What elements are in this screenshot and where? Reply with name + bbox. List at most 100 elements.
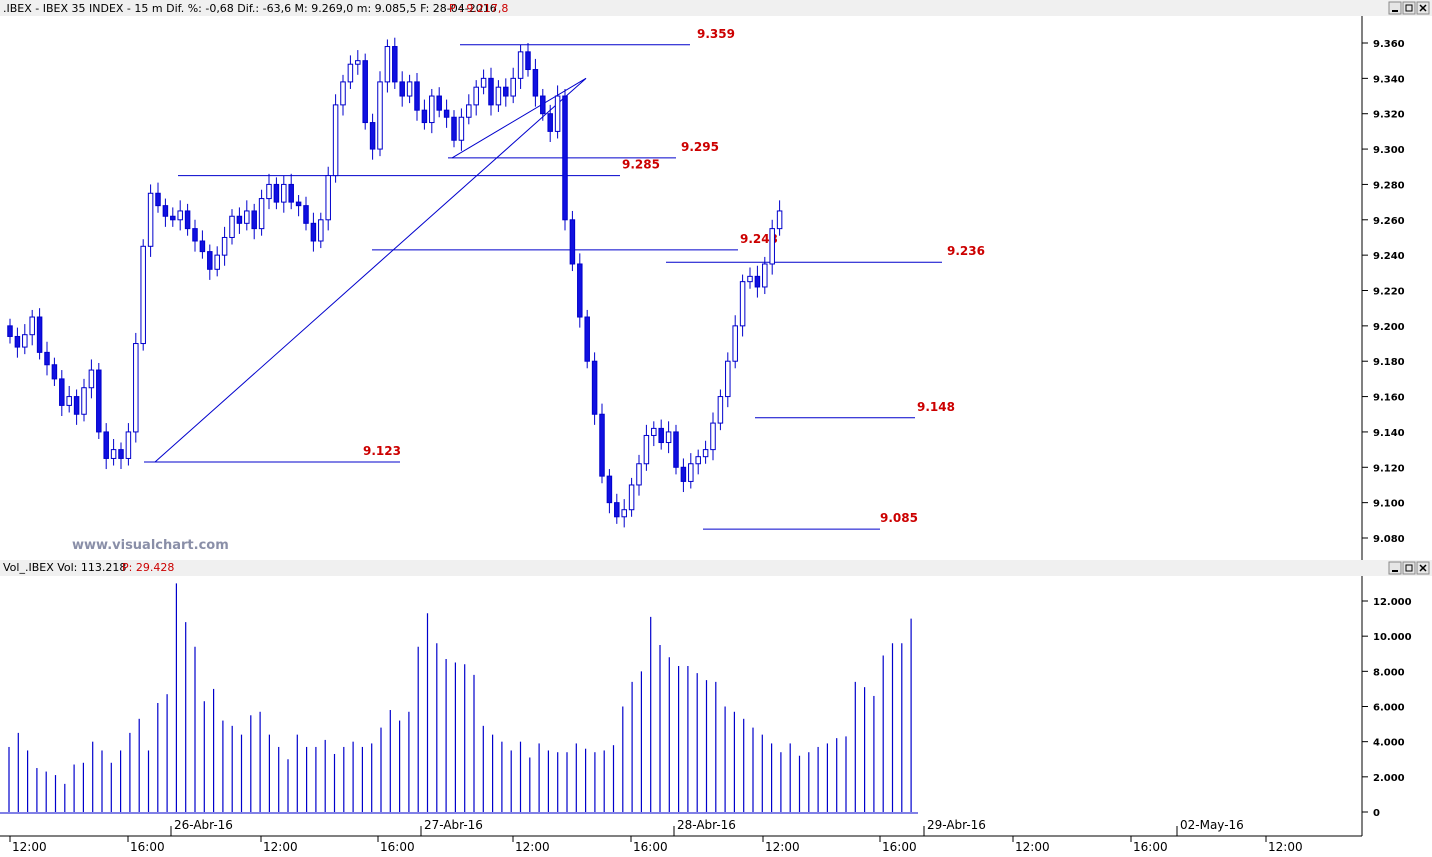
x-tick-label: 26-Abr-16	[174, 818, 233, 832]
candle	[510, 77, 516, 97]
candle	[177, 210, 183, 221]
candle	[355, 60, 361, 65]
candle	[170, 215, 176, 221]
candle	[458, 116, 465, 141]
candle	[332, 104, 339, 177]
candle	[673, 431, 679, 468]
candle	[710, 422, 716, 451]
candle	[199, 240, 206, 253]
candle	[399, 81, 405, 97]
candle	[569, 219, 576, 265]
candle	[436, 95, 442, 111]
y-tick-label: 9.220	[1373, 287, 1405, 298]
candle	[480, 77, 487, 88]
candle	[81, 387, 87, 415]
candle	[776, 210, 783, 230]
candle	[688, 463, 694, 482]
candle	[266, 183, 272, 200]
x-axis-labels: 12:00 26-Abr-16 16:00 12:00 16:00 27-Abr-16 12…	[9, 818, 1303, 854]
candle	[614, 502, 620, 518]
y-tick-label: 9.080	[1373, 534, 1405, 545]
candle	[59, 378, 65, 406]
x-tick-label: 12:00	[263, 840, 298, 854]
candle	[318, 219, 324, 242]
price-header-text: .IBEX - IBEX 35 INDEX - 15 m Dif. %: -0,…	[3, 2, 497, 15]
candle	[577, 263, 583, 318]
x-tick-label: 27-Abr-16	[424, 818, 483, 832]
candle	[147, 192, 154, 247]
candle	[451, 116, 457, 141]
x-tick-label: 12:00	[1015, 840, 1050, 854]
price-header-bar	[0, 0, 1432, 16]
y-tick-label: 8.000	[1373, 667, 1405, 678]
candle	[258, 198, 265, 230]
candles	[7, 37, 783, 528]
candle	[392, 46, 398, 83]
level-label: 9.148	[917, 400, 955, 414]
candle	[658, 427, 664, 444]
candle	[273, 183, 280, 203]
level-label: 9.123	[363, 444, 401, 458]
volume-bars	[0, 583, 918, 814]
y-tick-label: 6.000	[1373, 703, 1405, 714]
price-y-ticks: 9.080 9.100 9.120 9.140 9.160 9.180 9.200 9.220…	[1362, 39, 1405, 545]
y-tick-label: 10.000	[1373, 632, 1412, 643]
x-tick-label: 12:00	[515, 840, 550, 854]
x-tick-label: 16:00	[633, 840, 668, 854]
y-tick-label: 9.200	[1373, 322, 1405, 333]
candle	[340, 81, 346, 106]
candle	[754, 275, 761, 288]
candle	[643, 434, 650, 465]
trendlines	[154, 77, 587, 463]
y-tick-label: 9.180	[1373, 357, 1405, 368]
candle	[162, 205, 169, 217]
y-tick-label: 9.300	[1373, 145, 1405, 156]
candle	[769, 228, 775, 265]
candle	[288, 183, 294, 203]
candle	[651, 427, 657, 436]
restore-icon[interactable]	[1402, 561, 1416, 575]
restore-icon[interactable]	[1402, 1, 1416, 15]
minimize-icon[interactable]	[1388, 1, 1402, 15]
close-icon[interactable]	[1416, 1, 1430, 15]
x-tick-label: 12:00	[12, 840, 47, 854]
candle	[347, 63, 354, 83]
candle	[325, 175, 331, 221]
volume-y-ticks: 0 2.000 4.000 6.000 8.000 10.000 12.000	[1362, 597, 1412, 819]
candle	[466, 104, 472, 118]
y-tick-label: 9.240	[1373, 251, 1405, 262]
candle	[606, 475, 613, 504]
candle	[103, 431, 109, 459]
x-tick-label: 16:00	[130, 840, 165, 854]
x-tick-label: 02-May-16	[1180, 818, 1244, 832]
candle	[310, 222, 317, 242]
candle	[680, 466, 687, 482]
candle	[362, 60, 368, 124]
x-tick-label: 16:00	[380, 840, 415, 854]
candle	[244, 210, 250, 224]
candle	[29, 316, 35, 336]
close-icon[interactable]	[1416, 561, 1430, 575]
candle	[562, 95, 568, 221]
minimize-icon[interactable]	[1388, 561, 1402, 575]
candle	[725, 360, 731, 398]
candle	[406, 81, 413, 97]
x-tick-label: 12:00	[1268, 840, 1303, 854]
candle	[221, 236, 228, 256]
price-window-buttons	[1388, 1, 1430, 15]
candle	[140, 245, 146, 345]
level-label: 9.236	[947, 244, 985, 258]
candle	[488, 77, 494, 106]
level-label: 9.285	[622, 158, 660, 172]
candle	[118, 449, 124, 459]
candle	[7, 325, 13, 337]
candle	[717, 396, 724, 424]
candle	[636, 463, 642, 486]
candle	[591, 360, 598, 415]
level-label: 9.295	[681, 140, 719, 154]
y-tick-label: 9.140	[1373, 428, 1405, 439]
trendline	[451, 77, 587, 159]
candle	[229, 215, 235, 238]
candle	[377, 81, 383, 150]
candle	[133, 343, 139, 433]
